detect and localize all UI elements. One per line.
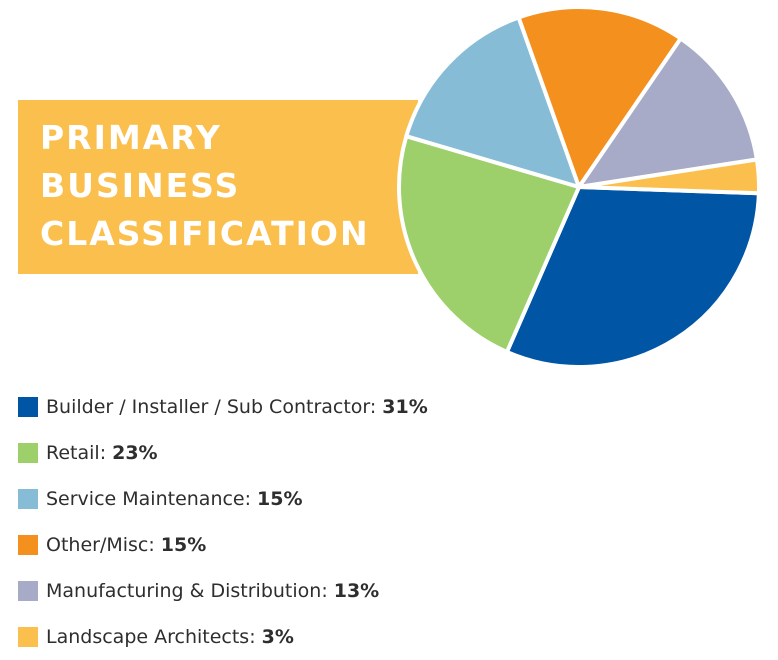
legend-swatch-manufacturing	[18, 581, 38, 601]
legend: Builder / Installer / Sub Contractor: 31…	[18, 384, 758, 660]
legend-value-builder: 31%	[382, 396, 428, 418]
legend-swatch-builder	[18, 397, 38, 417]
pie-slice-service	[404, 15, 581, 189]
chart-title: PRIMARY BUSINESS CLASSIFICATION	[40, 118, 370, 253]
legend-item-service: Service Maintenance: 15%	[18, 476, 758, 522]
legend-value-other: 15%	[160, 534, 207, 556]
legend-swatch-other	[18, 535, 38, 555]
legend-label-retail: Retail:	[46, 442, 107, 464]
legend-label-builder: Builder / Installer / Sub Contractor:	[46, 396, 377, 418]
legend-item-manufacturing: Manufacturing & Distribution: 13%	[18, 568, 758, 614]
legend-item-other: Other/Misc: 15%	[18, 522, 758, 568]
legend-swatch-retail	[18, 443, 38, 463]
legend-label-manufacturing: Manufacturing & Distribution:	[46, 580, 328, 602]
legend-label-landscape: Landscape Architects:	[46, 626, 256, 648]
pie-slice-landscape	[577, 157, 761, 196]
legend-value-retail: 23%	[112, 442, 158, 464]
legend-item-retail: Retail: 23%	[18, 430, 758, 476]
legend-label-service: Service Maintenance:	[46, 488, 252, 510]
pie-slice-retail	[397, 134, 581, 354]
legend-value-service: 15%	[257, 488, 303, 510]
legend-value-landscape: 3%	[261, 626, 294, 648]
pie-slice-builder	[504, 185, 761, 369]
title-banner	[18, 100, 418, 274]
legend-item-builder: Builder / Installer / Sub Contractor: 31…	[18, 384, 758, 430]
legend-value-manufacturing: 13%	[333, 580, 380, 602]
legend-swatch-landscape	[18, 627, 38, 647]
pie-slice-manufacturing	[577, 36, 759, 189]
pie-chart	[397, 5, 761, 369]
legend-label-other: Other/Misc:	[46, 534, 155, 556]
pie-slice-other	[516, 5, 683, 189]
legend-item-landscape: Landscape Architects: 3%	[18, 614, 758, 660]
legend-swatch-service	[18, 489, 38, 509]
